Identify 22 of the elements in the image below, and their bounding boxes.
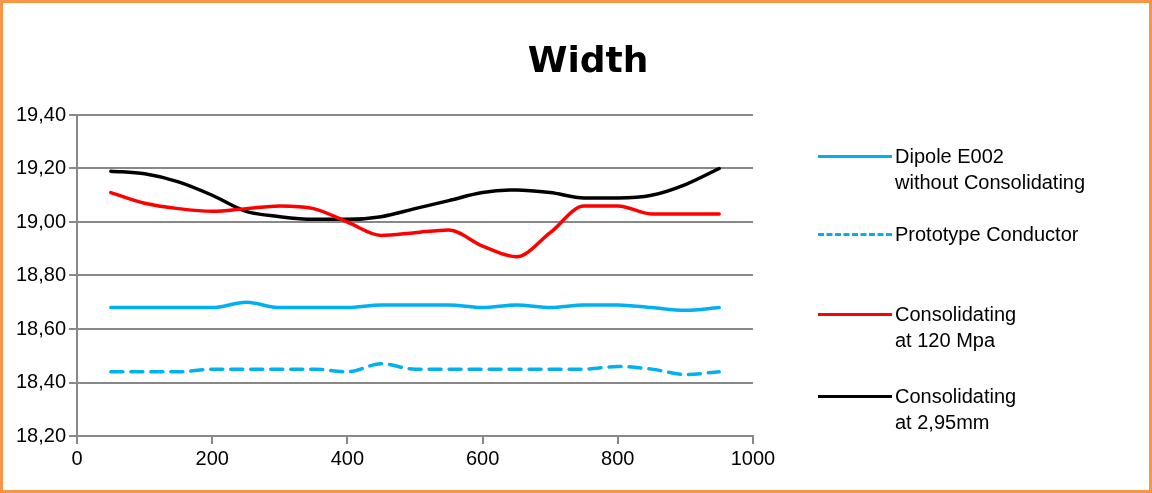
legend-label: Prototype Conductor — [895, 222, 1079, 247]
legend-label: Dipole E002 without Consolidating — [895, 144, 1086, 195]
line-series — [109, 166, 721, 222]
y-tick-label: 19,00 — [15, 209, 67, 232]
line-series — [109, 190, 721, 259]
y-tick-label: 18,20 — [15, 423, 67, 446]
x-tick-label: 800 — [601, 446, 635, 469]
x-tick-label: 1000 — [730, 446, 776, 469]
x-tick-label: 200 — [195, 446, 229, 469]
x-tick-label: 0 — [71, 446, 83, 469]
y-tick-label: 18,60 — [15, 316, 67, 339]
y-tick-label: 18,80 — [15, 263, 67, 286]
line-series — [109, 362, 721, 377]
y-tick-label: 18,40 — [15, 370, 67, 393]
x-tick-label: 400 — [330, 446, 365, 469]
legend-label: Consolidating at 2,95mm — [895, 384, 1017, 435]
x-tick-label: 600 — [465, 446, 500, 469]
line-series — [109, 300, 721, 313]
chart-title: Width — [526, 39, 650, 80]
y-tick-label: 19,40 — [15, 102, 67, 125]
legend-label: Consolidating at 120 Mpa — [895, 302, 1017, 353]
y-tick-label: 19,20 — [15, 156, 67, 179]
